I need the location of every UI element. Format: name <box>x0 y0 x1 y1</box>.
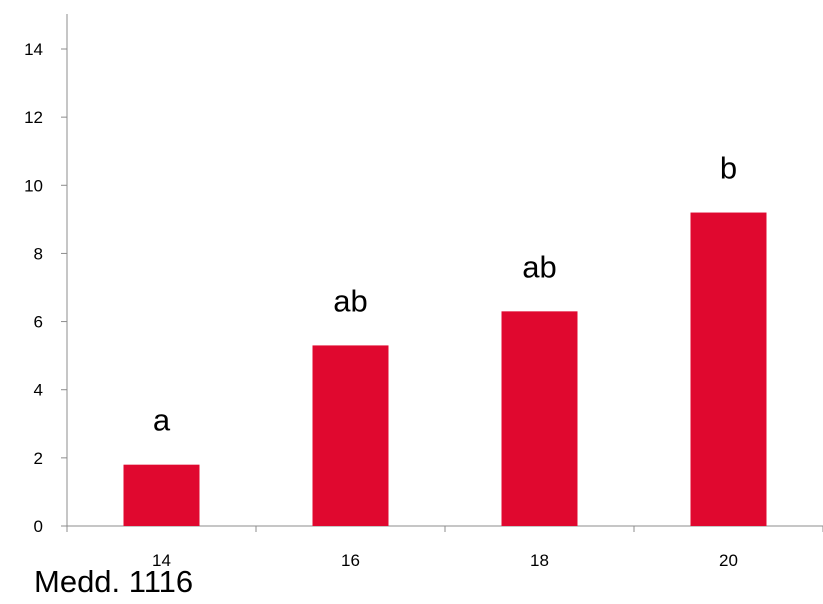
y-tick-label: 6 <box>34 313 43 332</box>
significance-label: ab <box>522 249 556 284</box>
x-tick-label: 14 <box>152 551 171 570</box>
y-tick-label: 0 <box>34 517 43 536</box>
x-tick-label: 16 <box>341 551 360 570</box>
bar-16 <box>312 345 389 526</box>
x-tick-label: 18 <box>530 551 549 570</box>
bar-18 <box>501 311 578 526</box>
footer-note: Medd. 1116 <box>34 564 194 599</box>
y-tick-label: 8 <box>34 244 43 263</box>
significance-label: a <box>153 403 171 438</box>
y-tick-label: 10 <box>24 176 43 195</box>
bar-series <box>123 212 767 527</box>
bar-20 <box>690 212 767 527</box>
significance-annotations: a ab ab b <box>153 151 737 438</box>
y-tick-label: 4 <box>34 381 43 400</box>
bar-14 <box>123 464 200 526</box>
x-tick-label: 20 <box>719 551 738 570</box>
significance-label: ab <box>333 283 367 318</box>
y-tick-label: 2 <box>34 449 43 468</box>
y-axis: 0 2 4 6 8 10 12 14 <box>24 14 68 536</box>
y-tick-label: 14 <box>24 40 43 59</box>
significance-label: b <box>720 151 737 186</box>
y-tick-label: 12 <box>24 108 43 127</box>
